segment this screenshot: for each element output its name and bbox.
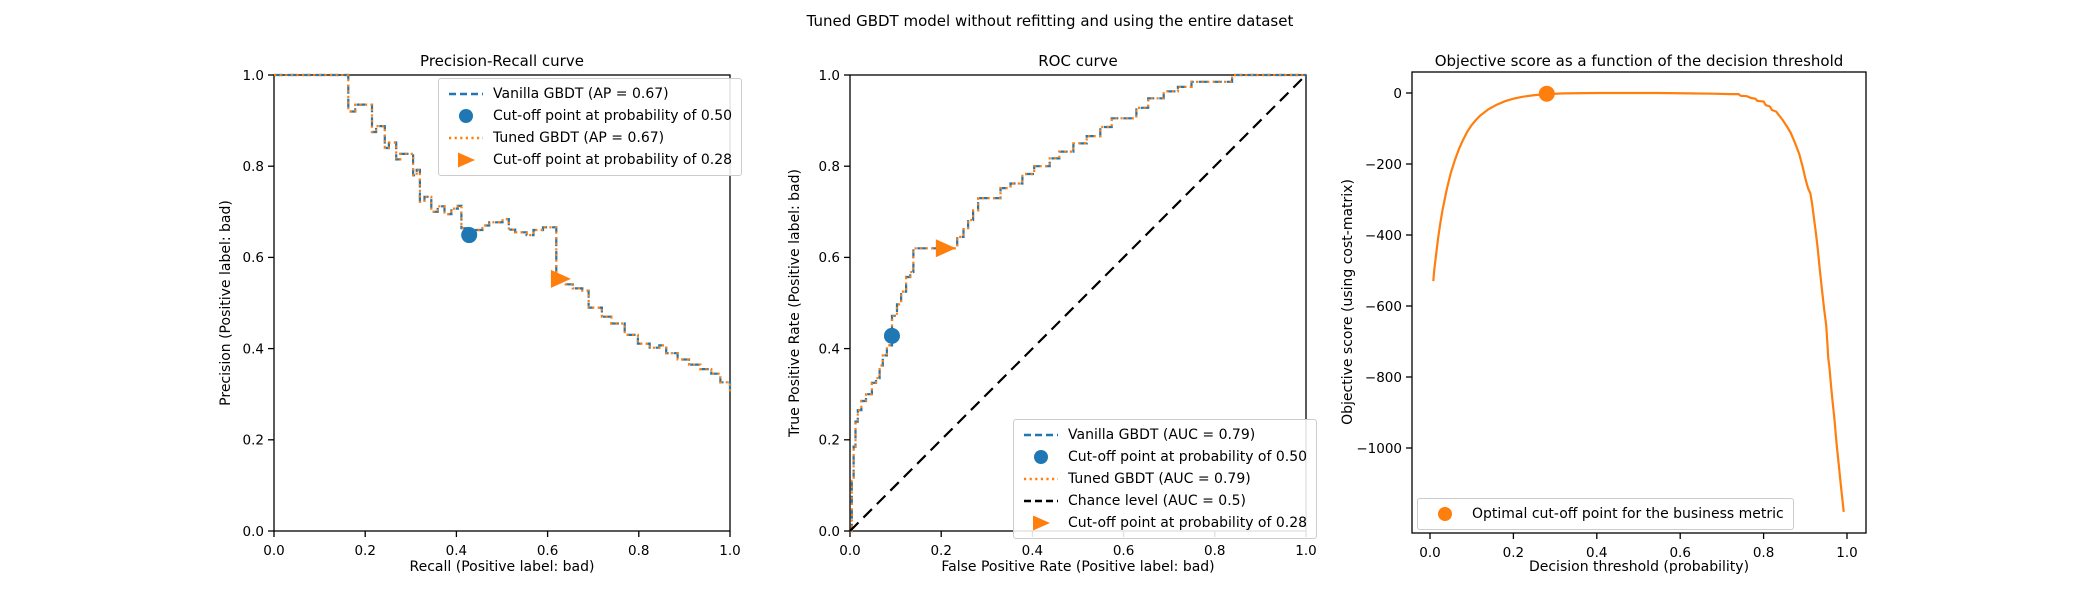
legend-item-label: Vanilla GBDT (AUC = 0.79) bbox=[1068, 427, 1256, 443]
triangle-swatch-icon bbox=[458, 152, 475, 168]
dashed-swatch-icon bbox=[1024, 499, 1058, 503]
y-tick-label: 1.0 bbox=[819, 68, 840, 84]
triangle-swatch-shape bbox=[458, 152, 475, 168]
y-tick-label: 0.6 bbox=[243, 250, 264, 266]
y-tick-label: 0.6 bbox=[819, 250, 840, 266]
legend-item-label: Cut-off point at probability of 0.50 bbox=[1068, 449, 1308, 465]
y-tick-label: 0.4 bbox=[243, 341, 264, 357]
circle-swatch-icon bbox=[1438, 507, 1452, 521]
x-tick-label: 0.8 bbox=[1204, 543, 1225, 559]
dotted-swatch-icon bbox=[1024, 477, 1058, 481]
x-tick-label: 0.8 bbox=[1753, 545, 1774, 561]
x-tick-label: 0.6 bbox=[1113, 543, 1134, 559]
cutoff-point-marker bbox=[1538, 85, 1555, 102]
x-tick-label: 0.6 bbox=[1669, 545, 1690, 561]
y-tick-label: 0.4 bbox=[819, 341, 840, 357]
legend-item: Cut-off point at probability of 0.28 bbox=[1023, 513, 1307, 533]
legend-item-label: Cut-off point at probability of 0.28 bbox=[1068, 515, 1308, 531]
y-tick-label: 0 bbox=[1393, 86, 1402, 102]
axes-spines bbox=[273, 74, 731, 532]
legend-item: Tuned GBDT (AUC = 0.79) bbox=[1023, 469, 1307, 489]
legend-item-label: Vanilla GBDT (AP = 0.67) bbox=[493, 86, 669, 102]
legend-item-label: Tuned GBDT (AP = 0.67) bbox=[493, 130, 665, 146]
legend-item: Cut-off point at probability of 0.28 bbox=[448, 150, 732, 170]
x-tick-label: 1.0 bbox=[1836, 545, 1857, 561]
legend-item-label: Cut-off point at probability of 0.50 bbox=[493, 108, 733, 124]
roc-yaxis-label: True Positive Rate (Positive label: bad) bbox=[787, 169, 803, 437]
y-tick-label: 0.8 bbox=[243, 159, 264, 175]
series-line bbox=[850, 73, 1306, 533]
y-tick-label: 0.2 bbox=[819, 433, 840, 449]
circle-swatch-shape bbox=[1438, 507, 1452, 521]
y-tick-label: −600 bbox=[1365, 299, 1402, 315]
roc-xaxis-label: False Positive Rate (Positive label: bad… bbox=[941, 559, 1215, 575]
pr-plot-title: Precision-Recall curve bbox=[420, 52, 584, 70]
objective-yaxis-label: Objective score (using cost-matrix) bbox=[1340, 179, 1356, 425]
legend-item: Tuned GBDT (AP = 0.67) bbox=[448, 128, 732, 148]
y-tick-label: −1000 bbox=[1356, 441, 1402, 457]
legend-item-label: Chance level (AUC = 0.5) bbox=[1068, 493, 1247, 509]
x-tick-label: 0.0 bbox=[839, 543, 860, 559]
x-tick-label: 0.8 bbox=[628, 543, 649, 559]
triangle-swatch-icon bbox=[1033, 515, 1050, 531]
pr-legend: Vanilla GBDT (AP = 0.67) Cut-off point at… bbox=[438, 78, 743, 176]
series-line bbox=[1432, 91, 1845, 513]
x-tick-label: 0.4 bbox=[1022, 543, 1043, 559]
circle-swatch-shape bbox=[459, 109, 473, 123]
dashed-swatch-icon bbox=[1024, 433, 1058, 437]
legend-item: Vanilla GBDT (AUC = 0.79) bbox=[1023, 425, 1307, 445]
x-tick-label: 0.2 bbox=[930, 543, 951, 559]
legend-item-label: Optimal cut-off point for the business m… bbox=[1472, 506, 1784, 522]
axes-spines bbox=[1411, 71, 1867, 534]
pr-yaxis-label: Precision (Positive label: bad) bbox=[218, 200, 234, 406]
y-tick-label: 0.2 bbox=[243, 433, 264, 449]
y-tick-label: −400 bbox=[1365, 228, 1402, 244]
y-tick-label: −200 bbox=[1365, 157, 1402, 173]
objective-plot-title: Objective score as a function of the dec… bbox=[1434, 52, 1844, 70]
x-tick-label: 0.0 bbox=[1419, 545, 1440, 561]
y-tick-label: 0.0 bbox=[819, 524, 840, 540]
y-tick-label: 0.0 bbox=[243, 524, 264, 540]
x-tick-label: 1.0 bbox=[1295, 543, 1316, 559]
x-tick-label: 0.2 bbox=[1503, 545, 1524, 561]
y-tick-label: 0.8 bbox=[819, 159, 840, 175]
legend-item: Chance level (AUC = 0.5) bbox=[1023, 491, 1307, 511]
x-tick-label: 0.6 bbox=[537, 543, 558, 559]
x-tick-label: 0.2 bbox=[354, 543, 375, 559]
cutoff-point-marker bbox=[550, 269, 571, 288]
legend-item: Optimal cut-off point for the business m… bbox=[1427, 504, 1784, 524]
x-tick-label: 1.0 bbox=[719, 543, 740, 559]
legend-item-label: Tuned GBDT (AUC = 0.79) bbox=[1068, 471, 1251, 487]
dotted-swatch-icon bbox=[449, 136, 483, 140]
figure-title: Tuned GBDT model without refitting and u… bbox=[806, 12, 1294, 30]
roc-plot-title: ROC curve bbox=[1038, 52, 1118, 70]
legend-item: Cut-off point at probability of 0.50 bbox=[448, 106, 732, 126]
x-tick-label: 0.4 bbox=[446, 543, 467, 559]
legend-item-label: Cut-off point at probability of 0.28 bbox=[493, 152, 733, 168]
y-tick-label: 1.0 bbox=[243, 68, 264, 84]
roc-legend: Vanilla GBDT (AUC = 0.79) Cut-off point a… bbox=[1013, 419, 1318, 539]
x-tick-label: 0.0 bbox=[263, 543, 284, 559]
circle-swatch-icon bbox=[459, 109, 473, 123]
objective-legend: Optimal cut-off point for the business m… bbox=[1417, 498, 1794, 530]
series-line bbox=[274, 73, 732, 394]
triangle-swatch-shape bbox=[1033, 515, 1050, 531]
cutoff-point-marker bbox=[935, 239, 956, 258]
y-tick-label: −800 bbox=[1365, 370, 1402, 386]
circle-swatch-icon bbox=[1034, 450, 1048, 464]
cutoff-point-marker bbox=[461, 227, 478, 244]
legend-item: Vanilla GBDT (AP = 0.67) bbox=[448, 84, 732, 104]
legend-item: Cut-off point at probability of 0.50 bbox=[1023, 447, 1307, 467]
x-tick-label: 0.4 bbox=[1586, 545, 1607, 561]
cutoff-point-marker bbox=[883, 327, 900, 344]
series-line bbox=[849, 74, 1307, 532]
circle-swatch-shape bbox=[1034, 450, 1048, 464]
pr-xaxis-label: Recall (Positive label: bad) bbox=[409, 559, 595, 575]
objective-xaxis-label: Decision threshold (probability) bbox=[1528, 559, 1750, 575]
dashed-swatch-icon bbox=[449, 92, 483, 96]
